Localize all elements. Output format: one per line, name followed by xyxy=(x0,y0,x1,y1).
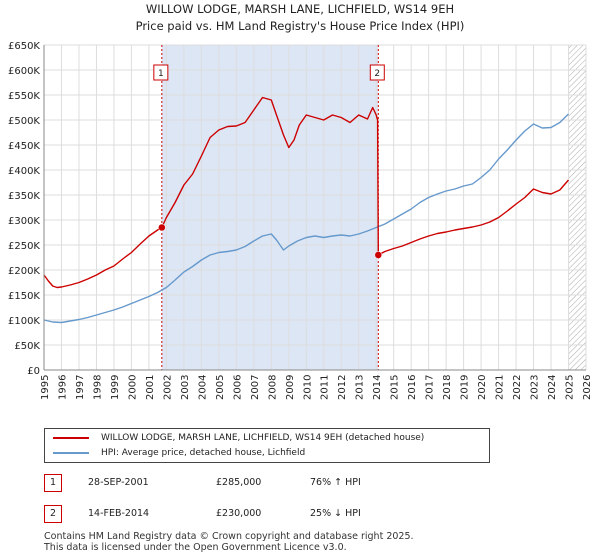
legend-item-hpi: HPI: Average price, detached house, Lich… xyxy=(53,446,305,460)
transaction-row: 2 14-FEB-2014 £230,000 25% ↓ HPI xyxy=(44,505,564,525)
chart-title: WILLOW LODGE, MARSH LANE, LICHFIELD, WS1… xyxy=(145,2,455,16)
y-tick-label: £50K xyxy=(14,341,40,352)
transaction-hpi: 76% ↑ HPI xyxy=(310,477,361,488)
x-tick-label: 2021 xyxy=(495,375,506,400)
x-tick-label: 1996 xyxy=(57,375,68,400)
legend-swatch-property xyxy=(53,437,89,439)
x-tick-label: 2019 xyxy=(460,375,471,400)
y-tick-label: £450K xyxy=(8,141,40,152)
x-tick-label: 2025 xyxy=(565,375,576,400)
y-tick-label: £400K xyxy=(8,166,40,177)
x-tick-label: 2010 xyxy=(302,375,313,400)
x-tick-label: 2006 xyxy=(232,375,243,400)
x-tick-label: 2001 xyxy=(145,375,156,400)
annotation-label: 1 xyxy=(158,69,164,79)
y-tick-label: £150K xyxy=(8,291,40,302)
x-tick-label: 1998 xyxy=(92,375,103,400)
x-tick-label: 2002 xyxy=(162,375,173,400)
shaded-period xyxy=(161,45,379,370)
x-tick-label: 2003 xyxy=(180,375,191,400)
sale-point xyxy=(374,251,383,259)
future-hatch xyxy=(568,45,586,370)
y-tick-label: £100K xyxy=(8,316,40,327)
x-tick-label: 2008 xyxy=(267,375,278,400)
transaction-date: 28-SEP-2001 xyxy=(88,477,149,488)
x-tick-label: 2015 xyxy=(390,375,401,400)
x-tick-label: 1999 xyxy=(110,375,121,400)
x-tick-label: 2011 xyxy=(320,375,331,400)
x-tick-label: 1995 xyxy=(40,375,51,400)
x-tick-label: 2012 xyxy=(337,375,348,400)
x-tick-label: 2009 xyxy=(285,375,296,400)
x-tick-label: 2005 xyxy=(215,375,226,400)
x-tick-label: 2022 xyxy=(512,375,523,400)
x-tick-label: 2004 xyxy=(197,375,208,400)
transaction-date: 14-FEB-2014 xyxy=(88,508,150,519)
price-chart: 1 2 £0 £50K £100K £150K £200K £250K £300K £350K £4… xyxy=(8,41,593,400)
x-tick-label: 1997 xyxy=(75,375,86,400)
chart-subtitle: Price paid vs. HM Land Registry's House … xyxy=(135,19,465,33)
x-tick-label: 2018 xyxy=(442,375,453,400)
x-tick-label: 2014 xyxy=(372,375,383,400)
x-tick-label: 2017 xyxy=(425,375,436,400)
transaction-number: 2 xyxy=(44,505,62,523)
annotation-box xyxy=(153,64,169,81)
hpi-line xyxy=(43,113,569,324)
annotation-badge: 2 xyxy=(369,64,385,81)
y-tick-label: £600K xyxy=(8,66,40,77)
transaction-row: 1 28-SEP-2001 £285,000 76% ↑ HPI xyxy=(44,474,564,494)
y-tick-label: £250K xyxy=(8,241,40,252)
x-tick-label: 2024 xyxy=(547,375,558,400)
legend-label-property: WILLOW LODGE, MARSH LANE, LICHFIELD, WS1… xyxy=(101,433,425,443)
legend-label-hpi: HPI: Average price, detached house, Lich… xyxy=(101,448,306,458)
y-tick-label: £0 xyxy=(27,366,40,377)
y-tick-label: £300K xyxy=(8,216,40,227)
legend-swatch-hpi xyxy=(53,452,89,454)
transaction-price: £230,000 xyxy=(216,508,262,519)
legend: WILLOW LODGE, MARSH LANE, LICHFIELD, WS1… xyxy=(44,428,490,463)
y-tick-label: £550K xyxy=(8,91,40,102)
transaction-price: £285,000 xyxy=(216,477,262,488)
footer-license: This data is licensed under the Open Gov… xyxy=(44,542,347,553)
annotation-box xyxy=(369,64,385,81)
annotation-badge: 1 xyxy=(153,64,169,81)
x-tick-label: 2007 xyxy=(250,375,261,400)
y-tick-label: £500K xyxy=(8,116,40,127)
x-tick-label: 2013 xyxy=(355,375,366,400)
transaction-number: 1 xyxy=(44,474,62,492)
transaction-hpi: 25% ↓ HPI xyxy=(310,508,361,519)
y-tick-label: £350K xyxy=(8,191,40,202)
x-tick-label: 2026 xyxy=(582,375,593,400)
y-tick-label: £200K xyxy=(8,266,40,277)
x-tick-label: 2020 xyxy=(477,375,488,400)
x-tick-label: 2000 xyxy=(127,375,138,400)
annotation-label: 2 xyxy=(374,69,380,79)
x-tick-label: 2023 xyxy=(530,375,541,400)
y-tick-label: £650K xyxy=(8,41,40,52)
x-tick-label: 2016 xyxy=(407,375,418,400)
footer: Contains HM Land Registry data © Crown c… xyxy=(44,531,414,553)
property-price-line xyxy=(43,96,570,289)
sale-point xyxy=(158,223,166,232)
legend-item-property: WILLOW LODGE, MARSH LANE, LICHFIELD, WS1… xyxy=(53,431,424,445)
footer-copyright: Contains HM Land Registry data © Crown c… xyxy=(44,531,414,542)
